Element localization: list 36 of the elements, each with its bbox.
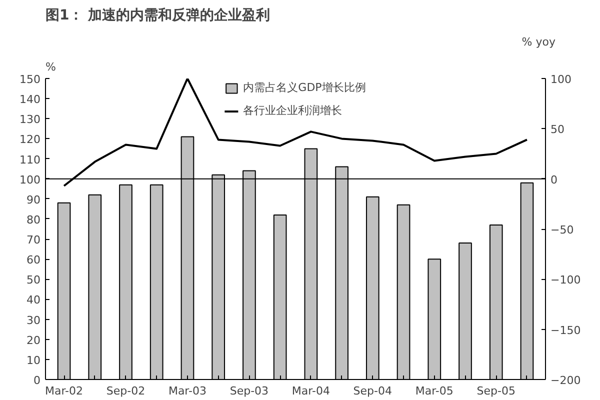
x-tick-label: Mar-03 [168, 384, 206, 398]
y-tick-label: 30 [26, 314, 41, 327]
x-tick-label: Mar-02 [45, 384, 84, 398]
y2-tick-label: 0 [550, 173, 558, 186]
x-tick-label: Mar-05 [415, 384, 454, 398]
legend-label: 各行业企业利润增长 [243, 103, 342, 118]
y-tick-label: 130 [20, 113, 41, 126]
y-tick-label: 60 [26, 254, 41, 267]
y2-tick-label: −200 [550, 374, 581, 387]
legend-label: 内需占名义GDP增长比例 [243, 80, 366, 95]
y-tick-label: 90 [26, 193, 41, 206]
x-tick-label: Sep-04 [353, 384, 392, 398]
y2-tick-label: −100 [550, 274, 581, 287]
chart-title: 图1： 加速的内需和反弹的企业盈利 [46, 6, 270, 24]
y2-tick-label: −150 [550, 324, 581, 337]
y-tick-label: 20 [26, 334, 41, 347]
y-axis-title: % [46, 60, 56, 74]
y-tick-label: 120 [20, 133, 41, 146]
x-tick-label: Mar-04 [292, 384, 330, 398]
y-tick-label: 80 [26, 213, 41, 226]
y2-tick-label: 100 [550, 73, 572, 86]
y-tick-label: 150 [20, 73, 41, 86]
y2-tick-label: −50 [550, 224, 574, 236]
y2-tick-label: 50 [550, 123, 564, 136]
y-tick-label: 70 [26, 234, 41, 247]
y-tick-label: 40 [26, 294, 41, 307]
x-tick-label: Sep-02 [106, 384, 146, 398]
y-tick-label: 140 [20, 93, 41, 106]
y-tick-label: 0 [34, 374, 40, 387]
y-tick-label: 100 [20, 173, 41, 186]
x-tick-label: Sep-05 [476, 384, 516, 398]
y-tick-label: 50 [26, 274, 41, 287]
x-tick-label: Sep-03 [230, 384, 269, 398]
y-tick-label: 110 [20, 153, 41, 166]
y-tick-label: 10 [26, 354, 41, 367]
y2-axis-title: % yoy [522, 36, 556, 48]
